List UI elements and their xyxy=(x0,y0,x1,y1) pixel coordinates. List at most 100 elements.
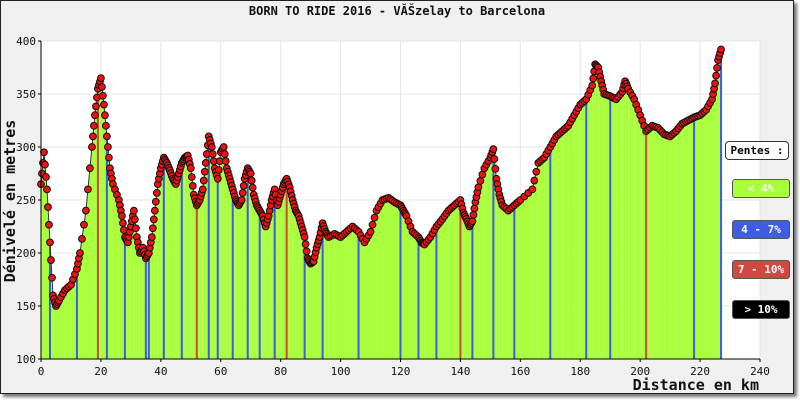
area-segment xyxy=(253,194,257,359)
legend-item-lt4: < 4% xyxy=(732,179,790,198)
area-segment xyxy=(622,81,626,359)
elevation-point xyxy=(187,173,196,181)
area-segment xyxy=(421,242,425,359)
elevation-point xyxy=(152,189,161,197)
legend-item-gt10: > 10% xyxy=(732,300,790,319)
area-segment xyxy=(652,125,659,359)
area-segment xyxy=(562,125,569,359)
area-segment xyxy=(220,147,224,359)
area-segment xyxy=(310,261,314,359)
x-tick-label: 220 xyxy=(690,365,710,378)
x-tick-label: 80 xyxy=(274,365,287,378)
area-segment xyxy=(41,152,44,359)
elevation-point xyxy=(589,74,598,83)
area-segment xyxy=(55,300,59,359)
area-segment xyxy=(634,99,641,360)
area-segment xyxy=(556,131,563,359)
elevation-point xyxy=(200,167,209,176)
area-segment xyxy=(550,136,557,359)
area-segment xyxy=(715,60,719,359)
elevation-point xyxy=(247,176,256,185)
area-segment xyxy=(340,231,347,359)
chart-title: BORN TO RIDE 2016 - VĂŠzelay to Barcelon… xyxy=(248,4,546,18)
area-segment xyxy=(202,162,206,359)
elevation-point xyxy=(528,185,537,194)
elevation-point xyxy=(103,132,111,141)
elevation-point xyxy=(78,234,86,243)
area-segment xyxy=(268,200,272,359)
area-segment xyxy=(166,162,170,359)
elevation-point xyxy=(130,215,139,224)
area-segment xyxy=(58,290,65,359)
elevation-point xyxy=(90,121,98,130)
area-segment xyxy=(100,78,104,359)
area-segment xyxy=(568,115,575,359)
elevation-point xyxy=(117,212,126,220)
area-segment xyxy=(376,200,383,359)
area-segment xyxy=(463,212,467,359)
area-segment xyxy=(658,127,665,359)
area-segment xyxy=(601,81,605,359)
area-segment xyxy=(298,215,302,359)
elevation-point xyxy=(717,45,725,54)
elevation-point xyxy=(105,153,113,162)
area-segment xyxy=(430,226,437,359)
elevation-point xyxy=(469,210,478,219)
area-segment xyxy=(235,200,239,359)
elevation-point xyxy=(468,217,477,226)
area-segment xyxy=(190,168,194,359)
area-segment xyxy=(466,219,470,359)
area-segment xyxy=(706,99,713,360)
y-tick-label: 150 xyxy=(16,300,36,313)
x-tick-label: 20 xyxy=(94,365,107,378)
area-segment xyxy=(358,231,365,359)
area-segment xyxy=(484,157,491,359)
elevation-point xyxy=(713,63,721,72)
elevation-point xyxy=(186,164,195,173)
x-tick-label: 60 xyxy=(214,365,227,378)
elevation-point xyxy=(76,249,84,257)
elevation-point xyxy=(86,164,94,173)
area-segment xyxy=(694,115,701,359)
area-segment xyxy=(316,237,320,359)
area-segment xyxy=(382,197,389,359)
legend-title: Pentes : xyxy=(725,141,789,160)
elevation-point xyxy=(530,176,539,185)
elevation-point xyxy=(88,143,96,151)
elevation-point xyxy=(368,220,377,229)
area-segment xyxy=(574,104,581,359)
area-segment xyxy=(595,64,599,359)
elevation-point xyxy=(239,181,248,190)
area-segment xyxy=(265,215,269,359)
area-segment xyxy=(682,120,689,359)
elevation-point xyxy=(248,183,257,192)
legend-item-4-7: 4 - 7% xyxy=(732,220,790,239)
elevation-point xyxy=(118,219,127,227)
elevation-point xyxy=(43,185,51,194)
area-segment xyxy=(670,131,677,359)
elevation-point xyxy=(221,157,230,166)
area-segment xyxy=(70,268,77,359)
elevation-point xyxy=(199,176,208,185)
elevation-point xyxy=(491,165,500,173)
area-segment xyxy=(442,210,449,359)
area-segment xyxy=(79,210,86,359)
area-segment xyxy=(52,295,56,359)
elevation-point xyxy=(98,83,106,91)
elevation-point xyxy=(490,155,499,163)
elevation-point xyxy=(151,197,160,206)
elevation-point xyxy=(366,227,375,236)
x-tick-label: 160 xyxy=(510,365,530,378)
area-segment xyxy=(625,81,629,359)
area-segment xyxy=(172,178,176,359)
elevation-point xyxy=(207,143,216,151)
area-segment xyxy=(388,197,395,359)
area-segment xyxy=(370,210,377,359)
area-segment xyxy=(412,231,419,359)
area-segment xyxy=(334,233,341,359)
area-segment xyxy=(175,173,179,359)
area-segment xyxy=(289,187,293,359)
elevation-point xyxy=(97,74,105,82)
elevation-point xyxy=(302,247,311,256)
elevation-point xyxy=(102,121,110,130)
